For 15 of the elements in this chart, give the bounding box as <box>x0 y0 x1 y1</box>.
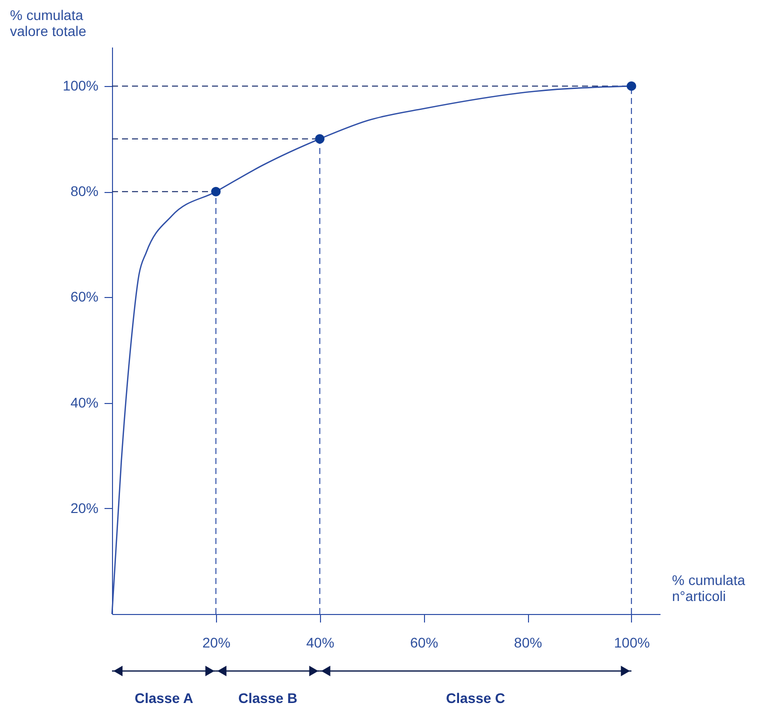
y-tick-label: 100% <box>62 78 98 94</box>
x-tick-label: 60% <box>410 634 438 650</box>
y-tick-label: 80% <box>70 183 98 200</box>
x-tick-label: 80% <box>514 634 542 650</box>
x-tick-label: 20% <box>202 634 230 650</box>
y-axis-title: % cumulata valore totale <box>10 7 86 39</box>
y-tick-label: 20% <box>70 500 98 516</box>
x-tick-label: 100% <box>614 634 650 650</box>
y-tick-label: 40% <box>70 394 98 410</box>
text: Classe B <box>238 690 298 706</box>
y-tick-label: 60% <box>70 288 98 305</box>
text: Classe A <box>134 690 194 706</box>
text: Classe C <box>446 690 506 706</box>
x-axis-title: % cumulata n°articoli <box>672 572 746 604</box>
x-tick-label: 40% <box>306 634 334 650</box>
